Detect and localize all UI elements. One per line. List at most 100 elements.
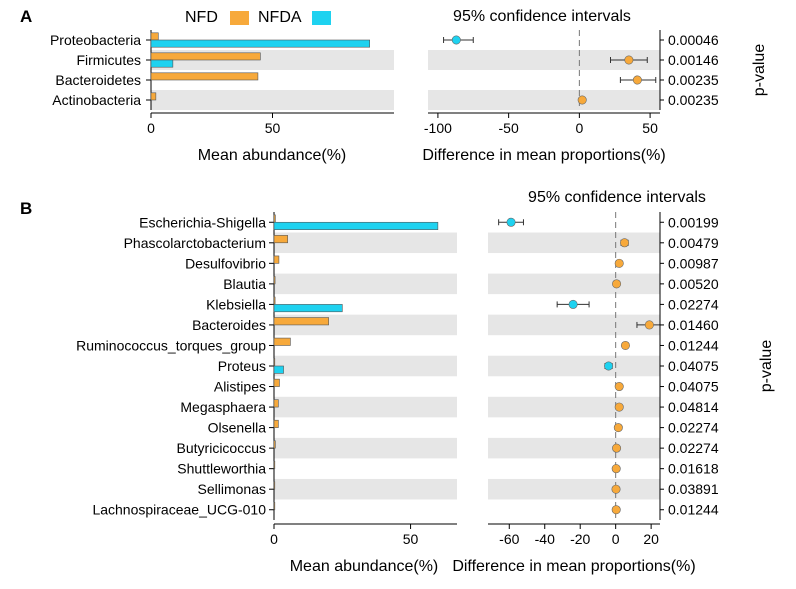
bar-nfd [273, 255, 280, 264]
p-value: 0.00235 [668, 92, 719, 108]
ci-point [577, 95, 587, 105]
bar-nfda [273, 221, 439, 230]
row-stripe [488, 314, 660, 336]
ci-title: 95% confidence intervals [453, 8, 631, 25]
bar-nfda [273, 304, 343, 313]
p-value: 0.01244 [668, 502, 719, 518]
chart-root: Proteobacteria Firmicutes Bacteroidetes Act… [50, 8, 775, 575]
row-stripe [274, 437, 457, 459]
bar-nfd [273, 378, 280, 387]
x-tick-label: 20 [643, 531, 659, 547]
legend-swatch-nfd [230, 11, 249, 25]
bar-nfd [273, 399, 279, 408]
category-label: Alistipes [214, 379, 266, 395]
p-value: 0.01244 [668, 337, 719, 353]
row-stripe [488, 273, 660, 295]
bar-nfd [273, 419, 279, 428]
x-tick-label: 50 [265, 120, 281, 136]
ci-point [506, 217, 516, 227]
category-label: Megasphaera [180, 399, 266, 415]
category-label: Lachnospiraceae_UCG-010 [92, 502, 266, 518]
x-tick-label: -100 [424, 120, 452, 136]
category-label: Blautia [223, 276, 266, 292]
p-value: 0.00046 [668, 32, 719, 48]
ci-point [614, 402, 624, 412]
bar-nfd [273, 235, 288, 244]
x-tick-label: -60 [499, 531, 519, 547]
bar-nfd [273, 296, 276, 305]
ci-point [614, 258, 624, 268]
bar-nfda [273, 365, 284, 374]
panel-b-letter: B [20, 199, 32, 218]
bar-x-axis-title: Mean abundance(%) [290, 558, 439, 575]
row-stripe [274, 355, 457, 377]
p-value: 0.01460 [668, 317, 719, 333]
p-value-axis-title: p-value [751, 44, 768, 97]
legend-swatch-nfda [312, 11, 331, 25]
ci-point [624, 55, 634, 65]
row-stripe [488, 232, 660, 254]
bar-x-axis-title: Mean abundance(%) [198, 147, 347, 164]
category-label: Butyricicoccus [177, 440, 266, 456]
category-label: Klebsiella [206, 296, 266, 312]
bar-nfd [150, 52, 261, 61]
ci-point [568, 299, 578, 309]
row-stripe [428, 50, 660, 70]
category-label: Phascolarctobacterium [124, 235, 266, 251]
category-label: Firmicutes [76, 52, 141, 68]
p-value: 0.00199 [668, 214, 719, 230]
category-label: Sellimonas [198, 481, 266, 497]
ci-point [613, 423, 623, 433]
ci-x-axis-title: Difference in mean proportions(%) [422, 147, 665, 164]
ci-x-axis-title: Difference in mean proportions(%) [452, 558, 695, 575]
row-stripe [274, 273, 457, 295]
p-value: 0.02274 [668, 296, 719, 312]
ci-point [620, 340, 630, 350]
row-stripe [428, 90, 660, 110]
row-stripe [274, 478, 457, 500]
ci-point [632, 75, 642, 85]
bar-nfd [273, 481, 276, 490]
x-tick-label: -20 [570, 531, 590, 547]
ci-point [620, 238, 630, 248]
row-stripe [274, 396, 457, 418]
category-label: Desulfovibrio [185, 255, 266, 271]
ci-point [612, 279, 622, 289]
x-tick-label: 0 [270, 531, 278, 547]
x-tick-label: 0 [575, 120, 583, 136]
p-value: 0.03891 [668, 481, 719, 497]
category-label: Proteus [218, 358, 266, 374]
row-stripe [488, 437, 660, 459]
x-tick-label: 0 [147, 120, 155, 136]
ci-point [612, 443, 622, 453]
x-tick-label: 50 [403, 531, 419, 547]
bar-nfd [273, 440, 276, 449]
category-label: Olsenella [208, 420, 267, 436]
p-value: 0.04075 [668, 358, 719, 374]
p-value: 0.02274 [668, 420, 719, 436]
p-value: 0.04814 [668, 399, 719, 415]
row-stripe [151, 90, 394, 110]
bar-nfd [273, 358, 276, 367]
category-label: Proteobacteria [50, 32, 141, 48]
category-label: Shuttleworthia [177, 461, 266, 477]
x-tick-label: 0 [612, 531, 620, 547]
bar-nfd [273, 214, 276, 223]
panel-a-letter: A [20, 7, 32, 26]
bar-nfda [150, 59, 174, 68]
row-stripe [488, 355, 660, 377]
p-value: 0.00479 [668, 235, 719, 251]
p-value: 0.00987 [668, 255, 719, 271]
category-label: Bacteroides [192, 317, 266, 333]
bar-nfda [150, 39, 370, 48]
p-value: 0.02274 [668, 440, 719, 456]
row-stripe [274, 232, 457, 254]
ci-point [614, 382, 624, 392]
bar-nfd [150, 92, 157, 101]
p-value: 0.00235 [668, 72, 719, 88]
bar-nfd [273, 337, 291, 346]
x-tick-label: -40 [535, 531, 555, 547]
category-label: Actinobacteria [52, 92, 141, 108]
bar-nfd [150, 32, 159, 41]
